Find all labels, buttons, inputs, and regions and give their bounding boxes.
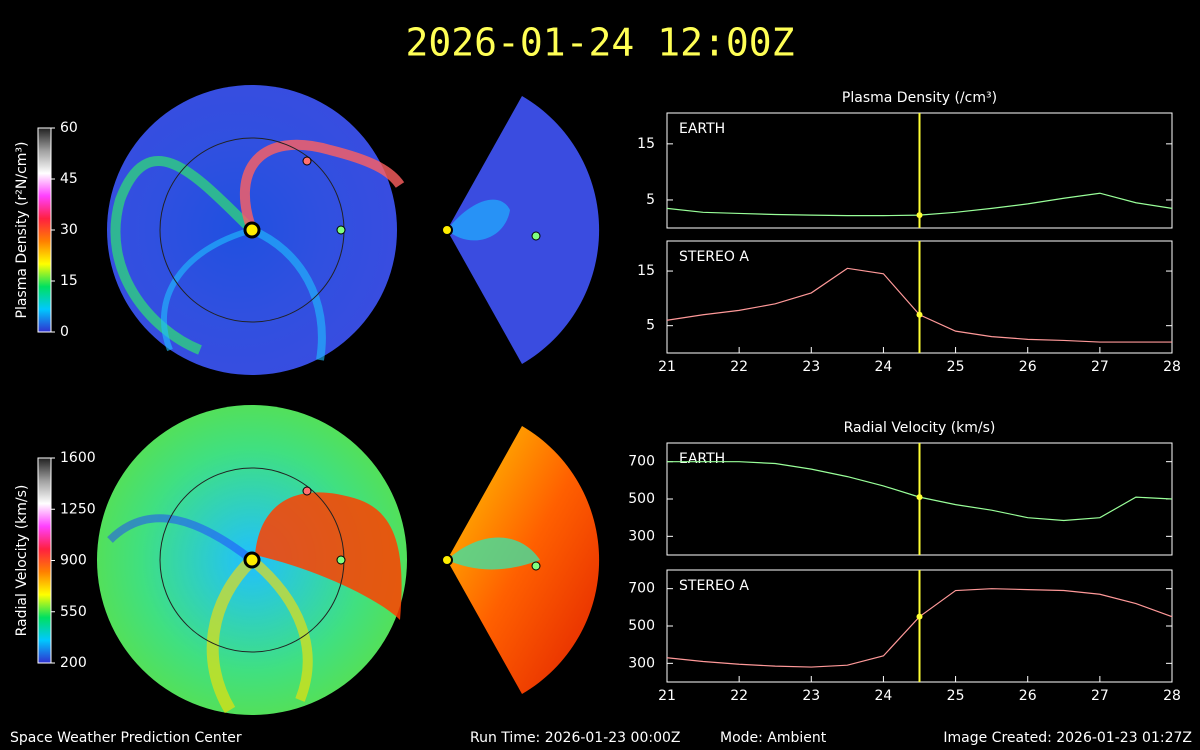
colorbar-label: Radial Velocity (km/s) [14,485,30,637]
x-tick-label: 22 [730,688,748,704]
x-tick-label: 28 [1163,688,1181,704]
x-tick-label: 24 [875,359,893,375]
colorbar-tick-label: 60 [60,120,78,136]
x-tick-label: 26 [1019,359,1037,375]
colorbar-tick-label: 900 [60,553,87,569]
footer-run-time: Run Time: 2026-01-23 00:00Z [470,730,680,746]
y-tick-label: 15 [637,136,655,152]
x-tick-label: 21 [658,688,676,704]
density-disc [107,85,600,375]
series-label: STEREO A [679,578,749,594]
colorbar [37,127,52,333]
x-tick-label: 26 [1019,688,1037,704]
y-tick-label: 5 [646,192,655,208]
y-tick-label: 300 [628,528,655,544]
colorbar-tick-label: 200 [60,655,87,671]
y-tick-label: 700 [628,581,655,597]
x-tick-label: 24 [875,688,893,704]
x-tick-label: 21 [658,359,676,375]
colorbar-tick-label: 550 [60,604,87,620]
y-tick-label: 5 [646,318,655,334]
y-tick-label: 300 [628,655,655,671]
y-tick-label: 500 [628,618,655,634]
section-title: Radial Velocity (km/s) [844,420,996,436]
time-marker-point [916,212,923,219]
colorbar-tick-label: 30 [60,222,78,238]
section-title: Plasma Density (/cm³) [842,90,997,106]
time-marker-point [916,613,923,620]
y-tick-label: 500 [628,491,655,507]
footer-mode: Mode: Ambient [720,730,827,746]
y-tick-label: 15 [637,263,655,279]
x-tick-label: 23 [802,688,820,704]
footer-left: Space Weather Prediction Center [10,730,242,746]
series-label: STEREO A [679,249,749,265]
colorbar-tick-label: 1250 [60,501,96,517]
x-tick-label: 25 [947,359,965,375]
colorbar-tick-label: 15 [60,273,78,289]
x-tick-label: 23 [802,359,820,375]
series-label: EARTH [679,121,725,137]
colorbar-label: Plasma Density (r²N/cm³) [14,142,30,319]
x-tick-label: 27 [1091,688,1109,704]
colorbar-tick-label: 1600 [60,450,96,466]
series-label: EARTH [679,451,725,467]
title: 2026-01-24 12:00Z [406,21,795,65]
x-tick-label: 28 [1163,359,1181,375]
x-tick-label: 27 [1091,359,1109,375]
footer-right: Image Created: 2026-01-23 01:27Z [943,730,1192,746]
velocity-disc [97,405,600,715]
colorbar-tick-label: 45 [60,171,78,187]
time-marker-point [916,494,923,501]
x-tick-label: 22 [730,359,748,375]
y-tick-label: 700 [628,454,655,470]
x-tick-label: 25 [947,688,965,704]
colorbar [37,457,52,664]
colorbar-tick-label: 0 [60,324,69,340]
time-marker-point [916,311,923,318]
